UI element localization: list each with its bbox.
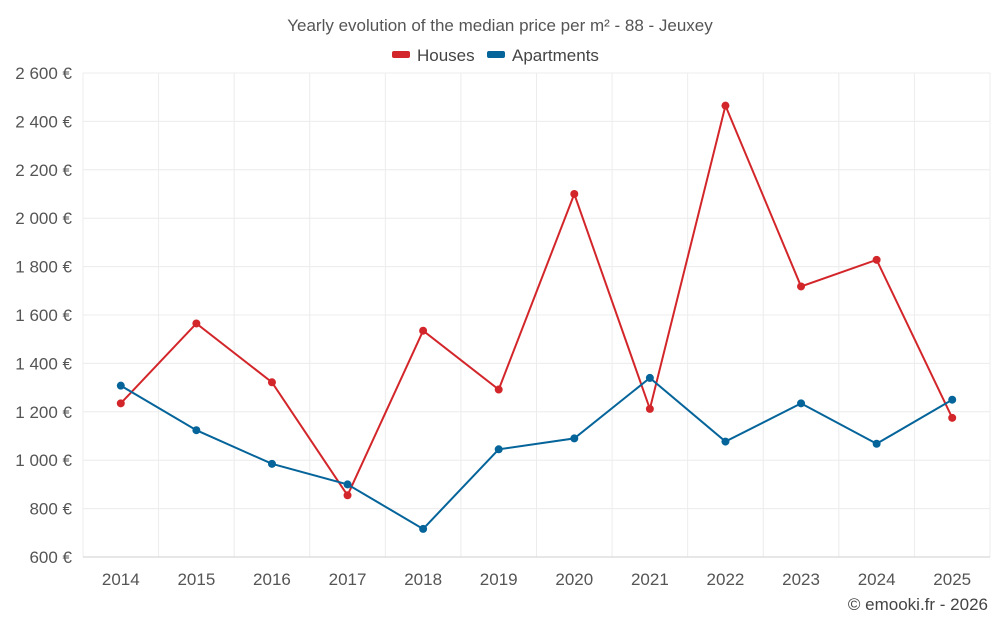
series-apartments — [116, 373, 957, 533]
data-point — [645, 373, 654, 382]
x-tick-label: 2024 — [858, 570, 896, 589]
y-tick-label: 2 400 € — [15, 112, 72, 131]
chart-title: Yearly evolution of the median price per… — [287, 16, 713, 35]
x-tick-label: 2019 — [480, 570, 518, 589]
legend: Houses Apartments — [392, 46, 599, 65]
data-point — [116, 381, 125, 390]
grid — [82, 72, 991, 558]
y-tick-label: 2 000 € — [15, 209, 72, 228]
x-tick-label: 2023 — [782, 570, 820, 589]
data-point — [721, 437, 730, 446]
data-point — [419, 326, 428, 335]
data-point — [343, 491, 352, 500]
data-point — [343, 480, 352, 489]
series-layer — [116, 101, 957, 533]
data-point — [494, 445, 503, 454]
data-point — [192, 319, 201, 328]
data-point — [872, 255, 881, 264]
legend-label: Houses — [417, 46, 475, 65]
y-tick-label: 2 600 € — [15, 64, 72, 83]
x-tick-label: 2015 — [177, 570, 215, 589]
data-point — [948, 395, 957, 404]
legend-swatch — [392, 51, 410, 58]
y-tick-label: 600 € — [29, 548, 72, 567]
data-point — [645, 404, 654, 413]
x-tick-label: 2020 — [555, 570, 593, 589]
legend-label: Apartments — [512, 46, 599, 65]
y-tick-label: 1 800 € — [15, 258, 72, 277]
data-point — [797, 282, 806, 291]
y-tick-label: 1 600 € — [15, 306, 72, 325]
data-point — [267, 459, 276, 468]
y-tick-label: 1 200 € — [15, 403, 72, 422]
x-axis: 2014 2015 2016 2017 2018 2019 2020 2021 2022 2023… — [102, 570, 971, 589]
y-tick-label: 2 200 € — [15, 161, 72, 180]
data-point — [192, 426, 201, 435]
series-line — [120, 102, 954, 498]
legend-swatch — [487, 51, 505, 58]
x-tick-label: 2016 — [253, 570, 291, 589]
data-point — [267, 378, 276, 387]
data-point — [570, 190, 579, 198]
data-point — [948, 413, 957, 422]
x-tick-label: 2021 — [631, 570, 669, 589]
x-tick-label: 2022 — [707, 570, 745, 589]
x-tick-label: 2017 — [329, 570, 367, 589]
x-tick-label: 2014 — [102, 570, 140, 589]
series-houses — [116, 101, 957, 500]
data-point — [419, 524, 428, 533]
data-point — [116, 399, 125, 408]
y-axis: 600 € 800 € 1 000 € 1 200 € 1 400 € 1 600 € 1 … — [15, 64, 72, 567]
y-tick-label: 1 400 € — [15, 354, 72, 373]
data-point — [570, 434, 579, 443]
y-tick-label: 1 000 € — [15, 451, 72, 470]
data-point — [872, 439, 881, 448]
y-tick-label: 800 € — [29, 500, 72, 519]
x-tick-label: 2025 — [933, 570, 971, 589]
data-point — [721, 101, 730, 110]
data-point — [494, 385, 503, 394]
x-tick-label: 2018 — [404, 570, 442, 589]
series-line — [120, 376, 953, 531]
credit-text: © emooki.fr - 2026 — [848, 595, 988, 614]
data-point — [797, 399, 806, 408]
